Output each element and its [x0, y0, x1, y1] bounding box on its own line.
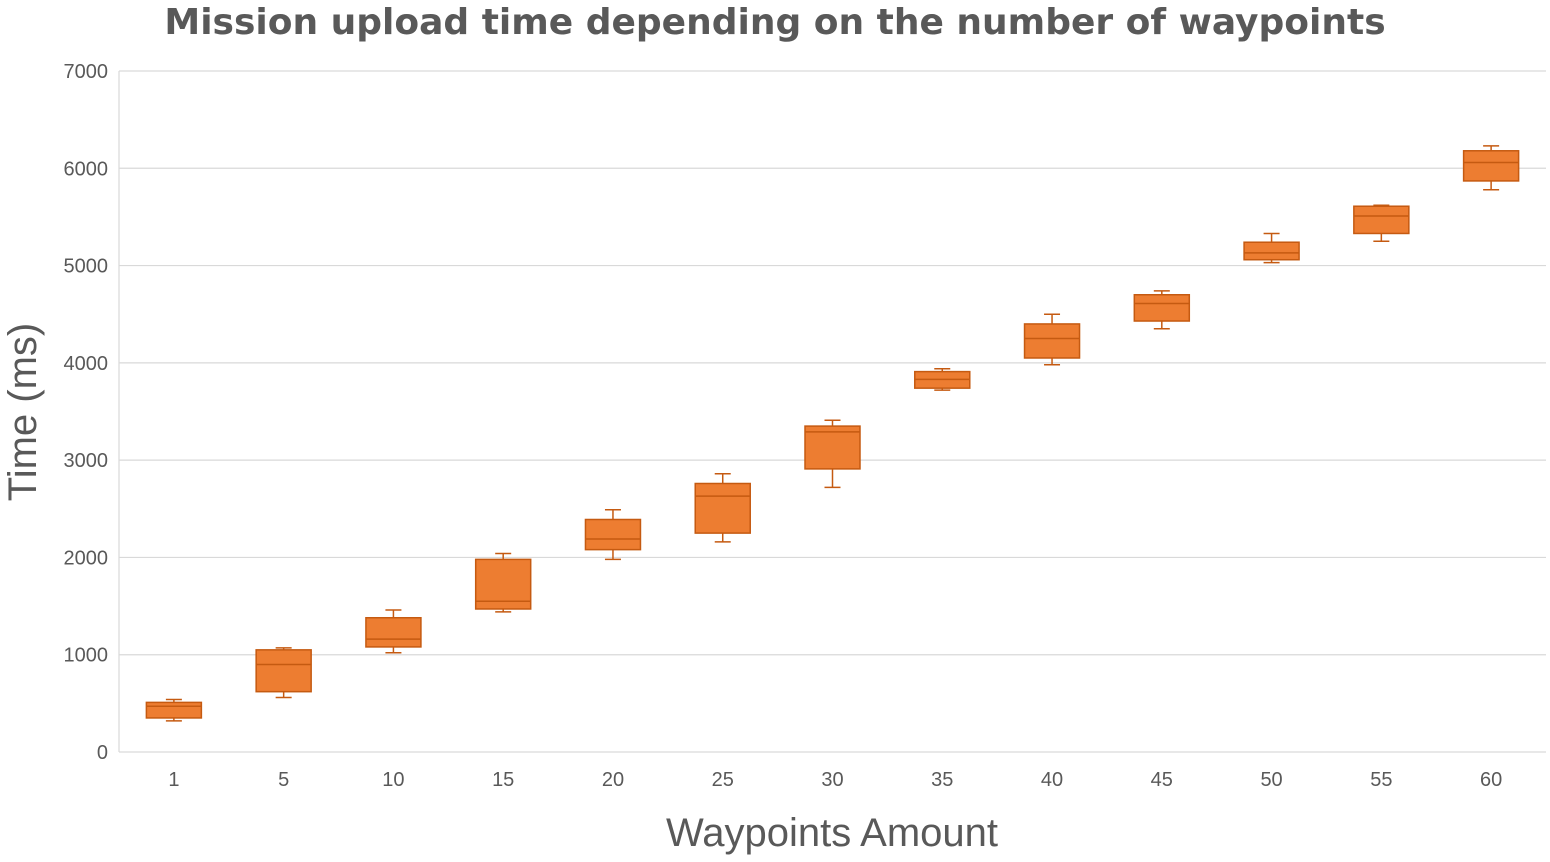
box-10 [365, 609, 422, 654]
x-tick-label: 10 [382, 769, 404, 791]
box-40 [1023, 313, 1081, 366]
box-45 [1133, 290, 1191, 330]
box-body [365, 616, 422, 648]
box-15 [474, 552, 532, 613]
box-body [255, 649, 312, 693]
box-30 [804, 419, 861, 489]
x-tick-label: 40 [1041, 769, 1063, 791]
y-tick-label: 4000 [64, 353, 109, 375]
x-tick-label: 5 [278, 769, 289, 791]
box-body [694, 482, 751, 534]
x-tick-label: 35 [931, 769, 953, 791]
x-tick-label: 55 [1370, 769, 1392, 791]
box-55 [1353, 204, 1410, 242]
box-5 [255, 647, 312, 699]
box-50 [1243, 232, 1300, 264]
y-axis-ticks: 0 1000 2000 3000 4000 5000 6000 7000 [64, 61, 109, 764]
x-tick-label: 50 [1260, 769, 1282, 791]
box-body [1243, 241, 1300, 261]
x-tick-label: 60 [1480, 769, 1502, 791]
box-body [1462, 150, 1520, 182]
x-tick-label: 45 [1151, 769, 1173, 791]
y-tick-label: 2000 [64, 547, 109, 569]
y-tick-label: 0 [97, 742, 108, 764]
box-60 [1462, 145, 1520, 191]
gridlines [118, 70, 1546, 753]
box-20 [584, 509, 642, 561]
box-body [1353, 205, 1410, 235]
box-body [584, 518, 642, 551]
boxes [145, 145, 1520, 722]
x-tick-label: 30 [821, 769, 843, 791]
chart-title: Mission upload time depending on the num… [164, 2, 1386, 43]
box-body [804, 425, 861, 470]
y-tick-label: 7000 [64, 61, 109, 83]
box-35 [914, 367, 971, 391]
box-body [1023, 323, 1081, 359]
x-tick-label: 15 [492, 769, 514, 791]
x-tick-label: 20 [602, 769, 624, 791]
y-tick-label: 3000 [64, 450, 109, 472]
x-tick-label: 25 [712, 769, 734, 791]
x-axis-ticks: 1 5 10 15 20 25 30 35 40 45 50 55 60 [168, 769, 1502, 791]
box-body [145, 701, 203, 719]
box-25 [694, 473, 751, 543]
box-body [1133, 294, 1191, 322]
y-axis-title: Time (ms) [1, 323, 45, 501]
y-tick-label: 5000 [64, 256, 109, 278]
box-1 [145, 698, 203, 722]
y-tick-label: 6000 [64, 158, 109, 180]
x-axis-title: Waypoints Amount [666, 811, 998, 855]
x-tick-label: 1 [168, 769, 179, 791]
y-tick-label: 1000 [64, 645, 109, 667]
